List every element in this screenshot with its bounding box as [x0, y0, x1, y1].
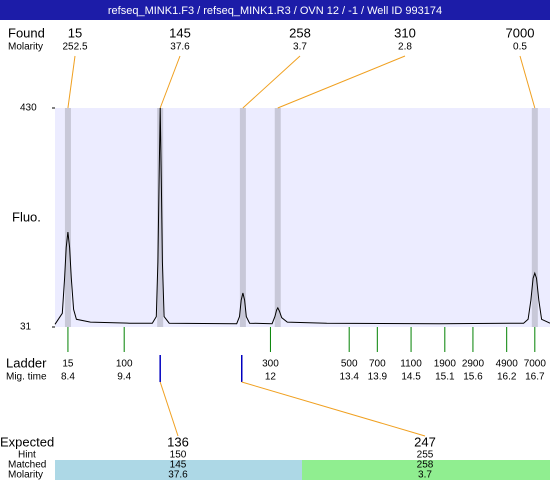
- ladder-size: 4900: [496, 359, 519, 370]
- matched-label: Matched: [8, 460, 46, 471]
- ladder-label: Ladder: [6, 355, 47, 370]
- ladder-time: 16.7: [525, 372, 545, 383]
- ladder-time: 16.2: [497, 372, 517, 383]
- ladder-size: 100: [116, 359, 133, 370]
- found-connector: [242, 55, 301, 109]
- ladder-size: 700: [369, 359, 386, 370]
- ladder-size: 7000: [524, 359, 547, 370]
- molarity-label-2: Molarity: [8, 470, 43, 480]
- expected-molarity: 37.6: [168, 470, 188, 480]
- found-size: 15: [68, 25, 82, 40]
- peak-band: [531, 108, 538, 327]
- ladder-time: 15.6: [463, 372, 483, 383]
- expected-size: 247: [414, 434, 436, 449]
- found-connector: [519, 55, 536, 109]
- y-tick-label: 31: [20, 322, 32, 333]
- found-size: 310: [394, 25, 416, 40]
- ladder-time: 13.4: [339, 372, 359, 383]
- peak-band: [64, 108, 71, 327]
- ladder-time: 14.5: [401, 372, 421, 383]
- migtime-label: Mig. time: [6, 372, 47, 383]
- peak-band: [157, 108, 164, 327]
- matched-band: [302, 460, 550, 480]
- found-size: 145: [169, 25, 191, 40]
- ladder-size: 1100: [400, 359, 422, 370]
- found-size: 258: [289, 25, 311, 40]
- title: refseq_MINK1.F3 / refseq_MINK1.R3 / OVN …: [108, 5, 442, 17]
- expected-molarity: 3.7: [418, 470, 432, 480]
- hint-label: Hint: [18, 450, 36, 461]
- expected-label: Expected: [0, 434, 54, 449]
- found-connector: [67, 55, 76, 109]
- ladder-time: 12: [265, 372, 277, 383]
- found-label: Found: [8, 25, 45, 40]
- ladder-size: 15: [62, 359, 74, 370]
- ladder-time: 15.1: [435, 372, 455, 383]
- found-molarity: 2.8: [398, 42, 412, 53]
- found-molarity: 252.5: [62, 42, 87, 53]
- found-molarity: 0.5: [513, 42, 527, 53]
- found-connector: [159, 55, 181, 109]
- expected-matched: 145: [170, 460, 187, 471]
- peak-band: [239, 108, 246, 327]
- ladder-time: 9.4: [117, 372, 131, 383]
- expected-connector: [159, 381, 179, 437]
- ladder-size: 2900: [462, 359, 485, 370]
- ladder-size: 300: [262, 359, 279, 370]
- ladder-time: 8.4: [61, 372, 75, 383]
- matched-band: [55, 460, 302, 480]
- found-molarity: 37.6: [170, 42, 190, 53]
- expected-matched: 258: [417, 460, 434, 471]
- expected-connector: [241, 381, 426, 437]
- ladder-size: 1900: [434, 359, 457, 370]
- peak-band: [274, 108, 281, 327]
- plot-area: [55, 108, 550, 327]
- y-label: Fluo.: [12, 209, 41, 224]
- ladder-size: 500: [341, 359, 358, 370]
- expected-size: 136: [167, 434, 189, 449]
- found-molarity: 3.7: [293, 42, 307, 53]
- expected-hint: 255: [417, 450, 434, 461]
- found-connector: [277, 55, 406, 109]
- molarity-label: Molarity: [8, 42, 43, 53]
- found-size: 7000: [506, 25, 535, 40]
- ladder-time: 13.9: [368, 372, 388, 383]
- y-tick-label: 430: [20, 103, 37, 114]
- trace: [54, 107, 550, 325]
- title-bar: [0, 0, 550, 20]
- expected-hint: 150: [170, 450, 187, 461]
